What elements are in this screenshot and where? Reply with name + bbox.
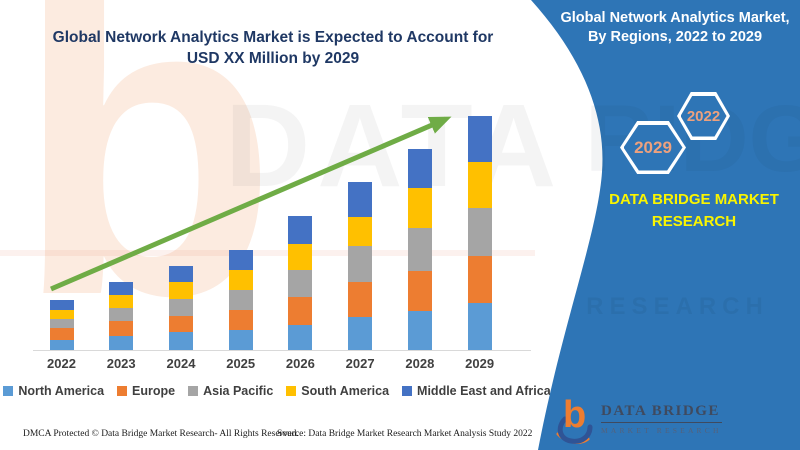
bar-segment-2022-europe	[49, 328, 74, 340]
legend-item-south-america: South America	[286, 384, 389, 398]
legend-swatch-europe	[117, 386, 128, 396]
x-axis-label-2028: 2028	[405, 356, 435, 371]
bar-segment-2023-europe	[109, 321, 134, 336]
bar-segment-2027-north-america	[348, 317, 373, 350]
hexagon-badge-back-label: 2029	[623, 124, 683, 171]
bar-segment-2028-north-america	[407, 311, 432, 350]
bar-segment-2024-europe	[169, 316, 193, 332]
legend-label-middle-east-and-africa: Middle East and Africa	[417, 384, 551, 398]
bar-segment-2023-asia-pacific	[109, 308, 134, 321]
panel-watermark-small: RESEARCH	[586, 293, 769, 320]
x-axis-label-2027: 2027	[345, 356, 375, 371]
side-panel-shape	[531, 0, 800, 450]
bar-segment-2022-asia-pacific	[49, 319, 74, 328]
bar-segment-2024-asia-pacific	[169, 299, 193, 316]
bar-segment-2026-north-america	[288, 325, 313, 350]
bar-segment-2022-south-america	[49, 310, 74, 319]
x-axis-label-2029: 2029	[465, 356, 495, 371]
legend-label-europe: Europe	[132, 384, 176, 398]
legend-label-north-america: North America	[18, 384, 105, 398]
legend-label-asia-pacific: Asia Pacific	[203, 384, 274, 398]
chart-title-line1: Global Network Analytics Market is Expec…	[52, 29, 494, 46]
panel-title: Global Network Analytics Market, By Regi…	[560, 10, 790, 45]
hexagon-badge-front-label: 2022	[680, 95, 727, 137]
bar-segment-2029-europe	[467, 256, 492, 303]
bar-segment-2026-europe	[288, 297, 313, 325]
legend-label-south-america: South America	[301, 384, 390, 398]
legend-item-north-america: North America	[3, 384, 104, 398]
logo-title: DATA BRIDGE	[601, 403, 722, 423]
bar-segment-2025-europe	[228, 310, 253, 330]
legend-item-middle-east-and-africa: Middle East and Africa	[402, 384, 551, 398]
x-axis-label-2024: 2024	[166, 356, 196, 371]
logo-b-glyph: b	[563, 394, 586, 436]
chart-title-line2: USD XX Million by 2029	[186, 50, 360, 67]
legend-item-asia-pacific: Asia Pacific	[188, 384, 273, 398]
databridge-logo-icon: b	[556, 394, 593, 444]
databridge-logo-text: DATA BRIDGE MARKET RESEARCH	[601, 403, 722, 435]
bar-segment-2029-asia-pacific	[467, 208, 492, 256]
panel-brand-caption: DATA BRIDGE MARKET RESEARCH	[609, 191, 779, 230]
legend-item-europe: Europe	[117, 384, 175, 398]
x-axis-label-2023: 2023	[106, 356, 136, 371]
bar-segment-2023-south-america	[109, 295, 134, 308]
bar-segment-2023-north-america	[109, 336, 134, 350]
x-axis-baseline	[33, 350, 531, 351]
source-text: Source: Data Bridge Market Research Mark…	[277, 429, 533, 439]
bar-segment-2024-north-america	[169, 332, 193, 350]
legend-swatch-middle-east-and-africa	[402, 386, 413, 396]
logo-subtitle: MARKET RESEARCH	[601, 426, 722, 435]
bar-segment-2029-middle-east-and-africa	[467, 116, 492, 162]
bar-segment-2022-middle-east-and-africa	[49, 300, 74, 310]
bar-segment-2022-north-america	[49, 340, 74, 350]
legend-swatch-north-america	[3, 386, 14, 396]
bar-segment-2025-asia-pacific	[228, 290, 253, 310]
x-axis-label-2025: 2025	[226, 356, 256, 371]
bar-segment-2029-north-america	[467, 303, 492, 350]
logo-blue-swoosh	[557, 416, 593, 444]
bar-segment-2029-south-america	[467, 162, 492, 208]
legend-swatch-asia-pacific	[188, 386, 199, 396]
x-axis-label-2022: 2022	[47, 356, 76, 371]
legend-swatch-south-america	[286, 386, 297, 396]
chart-title: Global Network Analytics Market is Expec…	[30, 27, 516, 69]
bar-segment-2025-north-america	[228, 330, 253, 350]
copyright-text: DMCA Protected © Data Bridge Market Rese…	[23, 429, 299, 439]
chart-legend: North America Europe Asia Pacific South Ame…	[3, 384, 551, 398]
x-axis-label-2026: 2026	[285, 356, 315, 371]
